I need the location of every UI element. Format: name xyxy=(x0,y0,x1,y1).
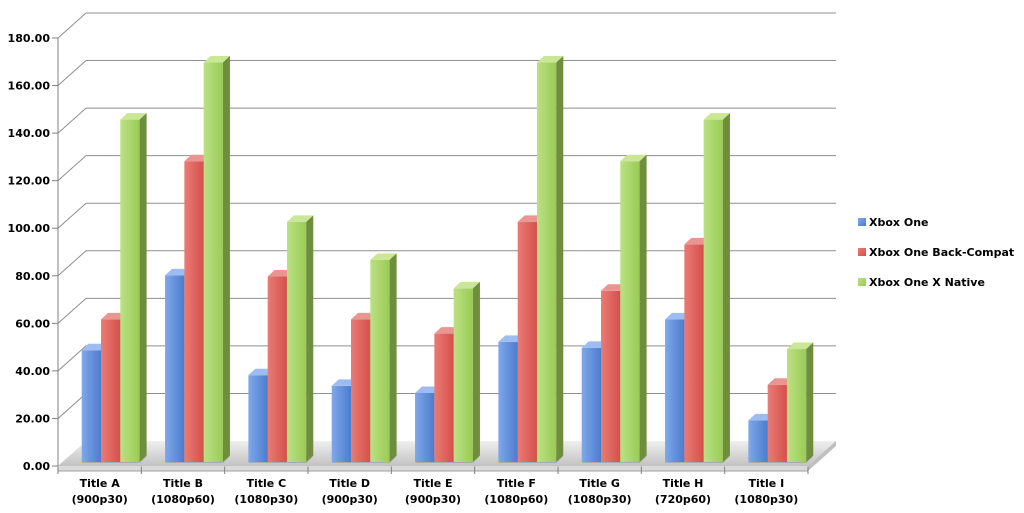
y-axis-tick-label: 100.00 xyxy=(8,222,51,235)
bar-side-face xyxy=(139,113,147,462)
bar-top-face xyxy=(536,56,564,63)
category-label: Title E xyxy=(413,477,452,490)
bar-side-face xyxy=(306,215,314,462)
bar xyxy=(665,319,685,462)
category-label: Title F xyxy=(497,477,536,490)
bar-top-face xyxy=(703,113,730,120)
bar xyxy=(203,62,223,463)
category-label: Title D xyxy=(329,477,370,490)
legend-label: Xbox One xyxy=(869,215,929,229)
bar xyxy=(767,384,787,462)
bar-side-face xyxy=(389,253,397,462)
bar xyxy=(517,221,537,462)
category-sublabel: (900p30) xyxy=(405,493,461,506)
gridline xyxy=(57,12,836,39)
legend-label: Xbox One Back-Compat xyxy=(869,245,1015,259)
bar-top-face xyxy=(786,342,814,350)
legend: Xbox One Xbox One Back-Compat Xbox One X… xyxy=(858,207,1014,297)
bar xyxy=(331,385,351,462)
bar-side-face xyxy=(722,113,730,462)
category-sublabel: (1080p30) xyxy=(234,493,298,506)
category-sublabel: (1080p60) xyxy=(151,493,215,506)
bar xyxy=(581,347,601,462)
bar xyxy=(248,375,268,462)
category-label: Title B xyxy=(163,477,203,490)
bar xyxy=(415,393,435,462)
bar xyxy=(434,333,454,462)
y-axis-tick-label: 140.00 xyxy=(8,127,51,140)
bar-top-face xyxy=(120,113,147,120)
legend-swatch-icon xyxy=(858,218,866,226)
bar xyxy=(498,341,518,462)
y-axis-tick-label: 120.00 xyxy=(8,175,51,188)
bar-top-face xyxy=(453,281,480,289)
legend-swatch-icon xyxy=(858,278,866,286)
category-label: Title C xyxy=(246,477,286,490)
category-sublabel: (720p60) xyxy=(655,493,711,506)
bar-side-face xyxy=(222,56,230,463)
category-sublabel: (1080p30) xyxy=(568,493,632,506)
bar xyxy=(748,420,768,462)
bar xyxy=(620,161,640,462)
category-sublabel: (900p30) xyxy=(322,493,378,506)
y-axis-tick-label: 60.00 xyxy=(15,317,50,330)
legend-item: Xbox One Back-Compat xyxy=(858,237,1014,267)
bar xyxy=(165,275,185,462)
bar xyxy=(601,290,621,462)
chart-floor-side xyxy=(808,441,836,471)
y-axis-tick-label: 160.00 xyxy=(8,80,51,93)
legend-swatch-icon xyxy=(858,248,866,256)
bar-top-face xyxy=(370,253,397,260)
legend-label: Xbox One X Native xyxy=(869,275,985,289)
bar xyxy=(453,288,473,462)
category-label: Title H xyxy=(663,477,704,490)
y-axis-tick-label: 40.00 xyxy=(15,365,50,378)
chart-floor-front xyxy=(58,466,808,471)
category-sublabel: (900p30) xyxy=(72,493,128,506)
bar-top-face xyxy=(203,56,230,63)
y-axis-tick-label: 20.00 xyxy=(15,412,50,425)
category-sublabel: (1080p30) xyxy=(734,493,798,506)
bar-side-face xyxy=(472,281,480,462)
category-sublabel: (1080p60) xyxy=(484,493,548,506)
bar xyxy=(786,349,807,462)
bar xyxy=(120,119,140,462)
bar-top-face xyxy=(286,215,314,222)
bar-side-face xyxy=(556,56,564,463)
gridline xyxy=(57,60,836,86)
bar xyxy=(684,244,704,462)
gridline xyxy=(57,250,836,277)
bar-top-face xyxy=(620,154,647,162)
bar xyxy=(536,62,557,463)
gridline xyxy=(57,202,836,229)
bar xyxy=(703,119,723,462)
bar xyxy=(370,259,390,462)
legend-item: Xbox One xyxy=(858,207,1014,237)
legend-item: Xbox One X Native xyxy=(858,267,1014,297)
y-axis-tick-label: 80.00 xyxy=(15,270,50,283)
gridline xyxy=(57,297,836,324)
bar-side-face xyxy=(806,342,814,462)
category-label: Title A xyxy=(80,477,121,490)
bar xyxy=(184,161,204,462)
y-axis-tick-label: 180.00 xyxy=(8,32,51,45)
y-axis-tick-label: 0.00 xyxy=(23,460,50,473)
bar xyxy=(351,319,371,462)
bar xyxy=(101,319,121,462)
category-label: Title I xyxy=(748,477,784,490)
bar-side-face xyxy=(639,154,647,462)
bar xyxy=(286,221,307,462)
bar xyxy=(267,276,287,462)
gridline xyxy=(57,155,836,182)
gridline xyxy=(57,107,836,134)
category-label: Title G xyxy=(579,477,620,490)
bar xyxy=(81,350,101,462)
